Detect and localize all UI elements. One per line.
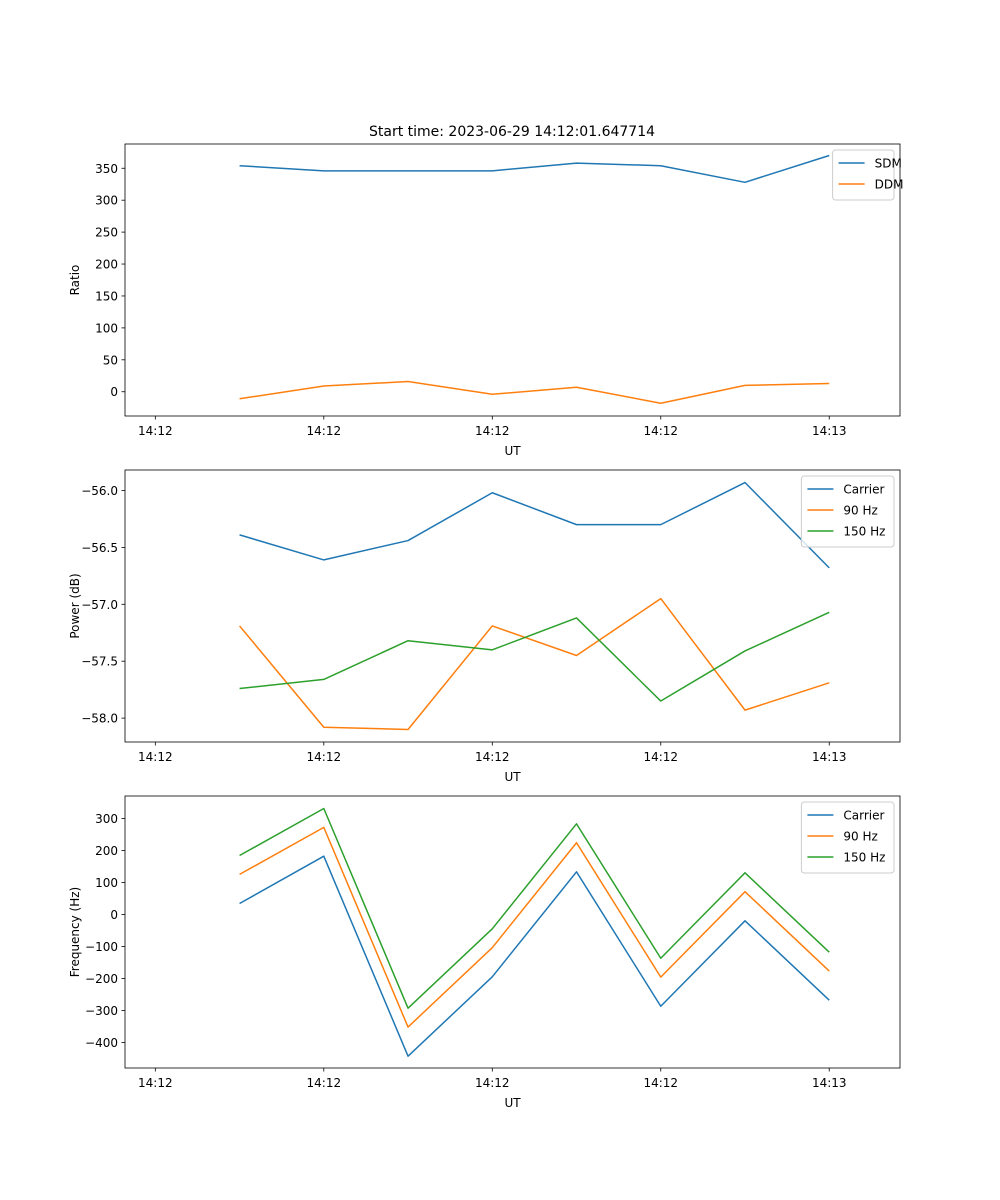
legend-label: SDM (875, 157, 902, 171)
y-tick-label: −200 (85, 972, 118, 986)
y-tick-label: −57.5 (81, 655, 118, 669)
x-tick-label: 14:12 (475, 1076, 510, 1090)
x-tick-label: 14:12 (138, 750, 173, 764)
y-tick-label: 0 (110, 385, 118, 399)
y-tick-label: 300 (95, 194, 118, 208)
y-tick-label: 200 (95, 258, 118, 272)
y-axis-label: Power (dB) (68, 573, 82, 638)
x-tick-label: 14:13 (812, 1076, 847, 1090)
y-axis-label: Frequency (Hz) (68, 887, 82, 978)
x-tick-label: 14:13 (812, 750, 847, 764)
chart-panel-1: 14:12 14:12 14:12 14:12 14:13 0 50 100 150 200 250… (68, 143, 904, 458)
legend-label: 90 Hz (843, 504, 877, 518)
y-tick-label: −58.0 (81, 712, 118, 726)
legend-label: Carrier (843, 483, 884, 497)
x-tick-label: 14:12 (138, 424, 173, 438)
plot-frame (124, 143, 901, 417)
series-line-carrier (239, 481, 830, 569)
x-tick-label: 14:12 (643, 1076, 678, 1090)
y-tick-label: 50 (103, 353, 118, 367)
y-tick-label: −300 (85, 1004, 118, 1018)
x-tick-label: 14:12 (307, 424, 342, 438)
series-line-ddm (239, 380, 830, 404)
y-tick-label: −56.5 (81, 541, 118, 555)
legend-label: 150 Hz (843, 851, 885, 865)
legend-label: Carrier (843, 809, 884, 823)
series-line-90-hz (239, 826, 830, 1028)
legend: Carrier 90 Hz 150 Hz (800, 801, 895, 874)
series-line-150-hz (239, 807, 830, 1009)
x-tick-label: 14:13 (812, 424, 847, 438)
y-tick-label: 0 (110, 908, 118, 922)
x-tick-label: 14:12 (307, 1076, 342, 1090)
x-tick-label: 14:12 (307, 750, 342, 764)
series-line-150-hz (239, 611, 830, 702)
figure-title: Start time: 2023-06-29 14:12:01.647714 (369, 124, 655, 140)
legend-label: 90 Hz (843, 830, 877, 844)
x-axis-label: UT (504, 1096, 521, 1110)
chart-panel-2: 14:12 14:12 14:12 14:12 14:13 −58.0 −57.5 −57.0… (68, 469, 901, 784)
y-tick-label: 150 (95, 289, 118, 303)
y-axis-label: Ratio (68, 265, 82, 296)
y-tick-label: 350 (95, 162, 118, 176)
series-line-90-hz (238, 597, 830, 731)
series-line-sdm (239, 154, 830, 184)
x-axis-label: UT (504, 770, 521, 784)
x-tick-label: 14:12 (643, 424, 678, 438)
y-tick-label: −400 (85, 1036, 118, 1050)
y-tick-label: −100 (85, 940, 118, 954)
y-tick-label: 200 (95, 844, 118, 858)
plot-frame (124, 795, 901, 1069)
legend: Carrier 90 Hz 150 Hz (800, 475, 895, 548)
y-tick-label: −57.0 (81, 598, 118, 612)
y-tick-label: 250 (95, 226, 118, 240)
legend-label: 150 Hz (843, 525, 885, 539)
chart-panel-3: 14:12 14:12 14:12 14:12 14:13 −400 −300 −200 −10… (68, 795, 901, 1110)
x-tick-label: 14:12 (475, 750, 510, 764)
y-tick-label: 100 (95, 321, 118, 335)
y-tick-label: 100 (95, 876, 118, 890)
legend-box (800, 475, 895, 548)
legend-box (800, 801, 895, 874)
legend-label: DDM (875, 178, 904, 192)
y-tick-label: 300 (95, 812, 118, 826)
x-tick-label: 14:12 (475, 424, 510, 438)
y-tick-label: −56.0 (81, 484, 118, 498)
x-axis-label: UT (504, 444, 521, 458)
series-line-carrier (239, 855, 830, 1057)
legend: SDM DDM (832, 149, 904, 201)
x-tick-label: 14:12 (138, 1076, 173, 1090)
x-tick-label: 14:12 (643, 750, 678, 764)
plot-frame (124, 469, 901, 743)
